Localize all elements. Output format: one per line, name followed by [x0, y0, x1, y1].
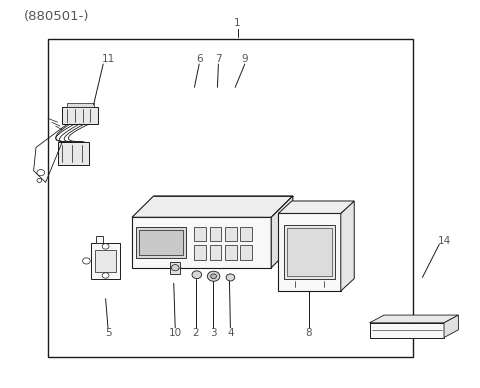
Text: 14: 14: [437, 236, 451, 246]
Polygon shape: [341, 201, 354, 291]
Text: (880501-): (880501-): [24, 10, 89, 23]
Text: 3: 3: [210, 327, 216, 338]
Text: 10: 10: [168, 327, 182, 338]
Polygon shape: [271, 196, 293, 268]
Circle shape: [171, 265, 179, 271]
Bar: [370, 323, 444, 338]
Text: 11: 11: [101, 54, 115, 64]
Circle shape: [226, 274, 235, 281]
Bar: [194, 227, 206, 241]
Bar: [95, 250, 116, 272]
Text: 2: 2: [192, 327, 199, 338]
Text: 6: 6: [196, 54, 203, 64]
Text: 5: 5: [105, 327, 111, 338]
Bar: [62, 107, 98, 124]
Bar: [67, 103, 94, 107]
Bar: [139, 230, 183, 255]
Circle shape: [83, 258, 90, 264]
Bar: [240, 245, 252, 260]
Bar: [240, 227, 252, 241]
Bar: [96, 236, 103, 242]
Circle shape: [37, 170, 45, 176]
Bar: [91, 242, 120, 279]
Circle shape: [192, 271, 202, 279]
Circle shape: [37, 178, 42, 182]
Bar: [287, 228, 332, 276]
Text: 1: 1: [234, 18, 241, 28]
Bar: [284, 225, 335, 279]
Bar: [194, 245, 206, 260]
Text: 9: 9: [241, 54, 248, 64]
Circle shape: [211, 274, 216, 279]
Bar: [132, 217, 271, 268]
Text: 7: 7: [215, 54, 222, 64]
Bar: [170, 262, 180, 274]
Bar: [58, 142, 89, 165]
Text: 4: 4: [227, 327, 234, 338]
Polygon shape: [444, 315, 458, 338]
Circle shape: [102, 244, 109, 249]
Circle shape: [102, 273, 109, 278]
Polygon shape: [132, 196, 293, 217]
Bar: [136, 227, 186, 258]
Polygon shape: [278, 201, 354, 213]
Bar: [210, 245, 221, 260]
Bar: [225, 245, 237, 260]
Polygon shape: [370, 315, 458, 323]
Text: 8: 8: [305, 327, 312, 338]
Bar: [48, 39, 413, 357]
Bar: [210, 227, 221, 241]
Bar: [225, 227, 237, 241]
Circle shape: [207, 271, 220, 281]
Bar: [278, 213, 341, 291]
